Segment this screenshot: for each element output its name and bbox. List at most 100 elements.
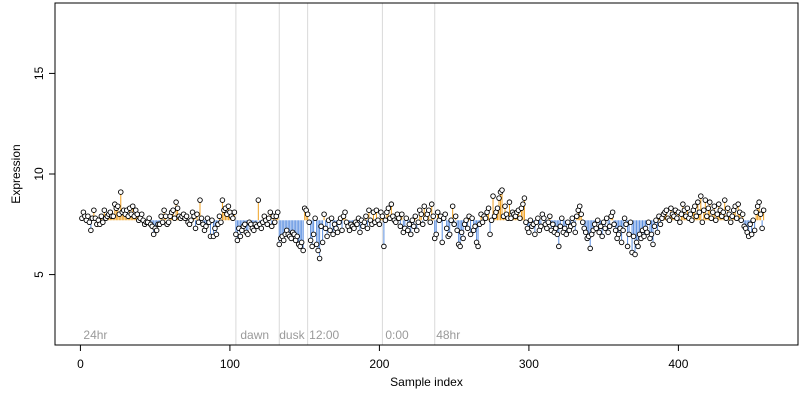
phase-label: 0:00 bbox=[385, 328, 409, 342]
data-point bbox=[198, 215, 205, 222]
data-point bbox=[319, 239, 326, 246]
data-point bbox=[520, 201, 526, 207]
data-point bbox=[535, 215, 541, 222]
data-point bbox=[496, 195, 502, 201]
data-point bbox=[716, 201, 722, 207]
data-point bbox=[328, 215, 335, 222]
data-point bbox=[457, 243, 463, 250]
data-point bbox=[233, 231, 239, 238]
data-point bbox=[727, 219, 734, 226]
data-point bbox=[623, 221, 629, 228]
data-point bbox=[648, 231, 655, 238]
data-point bbox=[701, 207, 707, 213]
data-point bbox=[620, 227, 626, 234]
data-point bbox=[430, 213, 436, 219]
data-point bbox=[304, 211, 311, 217]
data-point bbox=[351, 225, 357, 232]
data-point bbox=[100, 219, 106, 226]
data-point bbox=[443, 225, 450, 232]
data-point bbox=[692, 203, 698, 209]
data-point bbox=[209, 217, 215, 224]
data-point bbox=[146, 215, 152, 222]
data-point bbox=[603, 215, 610, 222]
data-point bbox=[630, 233, 637, 240]
data-point bbox=[91, 207, 97, 213]
data-point bbox=[230, 215, 236, 222]
data-point bbox=[759, 225, 765, 232]
data-point bbox=[650, 241, 656, 248]
data-point bbox=[129, 203, 136, 209]
data-point bbox=[258, 225, 265, 232]
data-point bbox=[704, 213, 710, 219]
data-point bbox=[696, 209, 703, 215]
data-point bbox=[687, 211, 694, 217]
data-point bbox=[666, 217, 673, 224]
data-point bbox=[174, 205, 181, 211]
data-point bbox=[738, 217, 744, 224]
data-point bbox=[606, 223, 613, 230]
data-point bbox=[150, 231, 157, 238]
data-point bbox=[300, 247, 306, 254]
phase-label: 24hr bbox=[83, 328, 107, 342]
data-point bbox=[554, 231, 561, 238]
data-point bbox=[324, 233, 330, 240]
y-axis-label: Expression bbox=[9, 144, 23, 203]
data-point bbox=[618, 239, 625, 246]
data-point bbox=[605, 229, 611, 236]
data-point bbox=[312, 215, 318, 222]
data-point bbox=[434, 209, 441, 215]
data-point bbox=[748, 231, 755, 238]
data-point bbox=[442, 211, 448, 217]
data-point bbox=[363, 213, 369, 219]
data-point bbox=[255, 197, 262, 203]
x-axis: 0 100 200 300 400 bbox=[77, 344, 689, 371]
data-point bbox=[439, 239, 445, 246]
data-point bbox=[596, 229, 602, 236]
data-point bbox=[621, 215, 628, 222]
y-tick-label: 5 bbox=[32, 271, 46, 278]
x-tick-label: 0 bbox=[77, 357, 84, 371]
data-point bbox=[203, 223, 209, 230]
data-point bbox=[86, 219, 93, 226]
data-point bbox=[576, 203, 583, 209]
data-point bbox=[357, 229, 363, 236]
data-point bbox=[684, 205, 691, 211]
phase-label: 48hr bbox=[436, 328, 460, 342]
data-point bbox=[711, 203, 718, 209]
data-point bbox=[624, 243, 631, 250]
data-point bbox=[572, 229, 578, 236]
data-point bbox=[526, 229, 532, 236]
data-point bbox=[721, 197, 728, 203]
data-point bbox=[521, 195, 528, 201]
data-point bbox=[433, 231, 439, 238]
data-point bbox=[538, 223, 544, 230]
data-point bbox=[632, 251, 638, 258]
data-point bbox=[693, 213, 700, 219]
data-point bbox=[611, 221, 617, 228]
data-point bbox=[454, 227, 460, 234]
data-point bbox=[134, 211, 140, 217]
data-point bbox=[361, 219, 368, 226]
data-point bbox=[449, 203, 456, 209]
data-point bbox=[406, 221, 413, 228]
data-point bbox=[346, 227, 353, 234]
data-point bbox=[757, 211, 764, 217]
data-point bbox=[403, 215, 410, 222]
data-point bbox=[467, 231, 474, 238]
data-point bbox=[212, 225, 218, 232]
data-point bbox=[702, 197, 709, 203]
data-point bbox=[556, 243, 562, 250]
x-tick-label: 100 bbox=[220, 357, 240, 371]
data-point bbox=[306, 219, 312, 226]
data-point bbox=[411, 223, 417, 230]
data-point bbox=[219, 197, 226, 203]
data-point bbox=[171, 215, 178, 222]
data-point bbox=[612, 227, 619, 234]
data-point bbox=[85, 213, 91, 219]
data-point bbox=[409, 217, 416, 224]
data-point bbox=[225, 203, 232, 209]
data-point bbox=[573, 213, 580, 219]
data-point bbox=[559, 215, 565, 222]
data-point bbox=[720, 209, 727, 215]
